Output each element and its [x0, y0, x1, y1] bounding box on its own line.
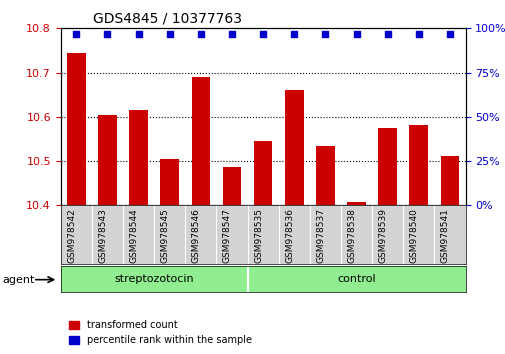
Point	[352, 31, 360, 36]
Text: streptozotocin: streptozotocin	[114, 274, 193, 284]
Text: GSM978541: GSM978541	[440, 208, 449, 263]
Point	[134, 31, 142, 36]
Bar	[191, 77, 210, 205]
Point	[72, 31, 80, 36]
Bar	[316, 145, 334, 205]
Text: agent: agent	[3, 275, 35, 285]
Text: GSM978545: GSM978545	[161, 208, 169, 263]
Point	[383, 31, 391, 36]
Text: GSM978547: GSM978547	[223, 208, 231, 263]
Point	[103, 31, 111, 36]
Point	[165, 31, 173, 36]
Point	[290, 31, 298, 36]
Text: GSM978535: GSM978535	[254, 208, 263, 263]
Bar	[378, 128, 396, 205]
Point	[259, 31, 267, 36]
Text: GSM978536: GSM978536	[285, 208, 294, 263]
Text: GSM978543: GSM978543	[98, 208, 107, 263]
Bar	[409, 125, 427, 205]
Bar	[67, 53, 85, 205]
Bar	[98, 115, 117, 205]
Legend: transformed count, percentile rank within the sample: transformed count, percentile rank withi…	[66, 316, 256, 349]
Text: GSM978539: GSM978539	[378, 208, 387, 263]
Point	[445, 31, 453, 36]
Text: GSM978546: GSM978546	[191, 208, 200, 263]
Bar	[440, 156, 459, 205]
Point	[414, 31, 422, 36]
Text: control: control	[336, 274, 375, 284]
Point	[196, 31, 205, 36]
Text: GDS4845 / 10377763: GDS4845 / 10377763	[93, 12, 241, 26]
Text: GSM978537: GSM978537	[316, 208, 325, 263]
Bar	[222, 167, 241, 205]
Text: GSM978540: GSM978540	[409, 208, 418, 263]
Text: GSM978538: GSM978538	[347, 208, 356, 263]
Bar	[284, 90, 303, 205]
Bar	[160, 159, 179, 205]
Bar	[129, 110, 147, 205]
Bar	[346, 202, 365, 205]
Text: GSM978542: GSM978542	[67, 208, 76, 263]
Point	[321, 31, 329, 36]
Bar	[254, 141, 272, 205]
Point	[227, 31, 235, 36]
Text: GSM978544: GSM978544	[129, 208, 138, 263]
